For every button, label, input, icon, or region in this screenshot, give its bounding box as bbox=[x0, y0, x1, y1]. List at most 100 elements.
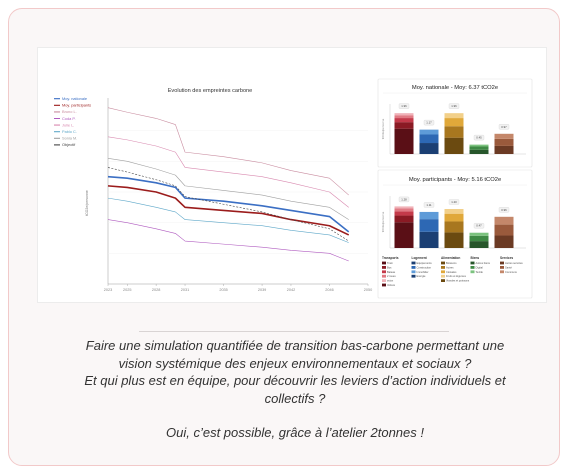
category-legend-item: Fruits et légumes bbox=[446, 274, 467, 278]
bar-segment bbox=[394, 115, 414, 119]
bar-value-label: 0.97 bbox=[501, 125, 507, 129]
category-legend-item: Digital bbox=[476, 265, 484, 269]
bar-value-label: 0.47 bbox=[476, 224, 482, 228]
series-line-pablo-c bbox=[107, 197, 349, 243]
legend-label: Moy. participants bbox=[62, 103, 91, 108]
bar-value-label: 1.96 bbox=[401, 104, 407, 108]
category-legend-item: Autres bbox=[446, 265, 454, 269]
category-legend-swatch bbox=[411, 261, 416, 265]
participants-panel-title: Moy. participants - Moy: 5.16 tCO2e bbox=[409, 177, 501, 183]
x-tick-label: 2031 bbox=[181, 288, 189, 292]
category-legend-item: Bateau bbox=[387, 270, 396, 274]
bar-segment bbox=[444, 113, 464, 119]
bar-segment bbox=[419, 134, 439, 144]
legend-label: Bruno L. bbox=[62, 109, 77, 114]
series-line-sonia-m bbox=[107, 157, 349, 220]
bar-segment bbox=[444, 137, 464, 154]
category-legend-item: Viandes et poissons bbox=[446, 279, 470, 283]
bar-value-badge bbox=[398, 103, 410, 109]
x-tick-label: 2046 bbox=[325, 288, 333, 292]
category-legend-item: Train bbox=[387, 261, 393, 265]
national-panel-title: Moy. nationale - Moy: 6.37 tCO2e bbox=[412, 85, 498, 91]
line-chart-title: Evolution des empreintes carbone bbox=[168, 88, 253, 94]
dashboard-screenshot: Evolution des empreintes carbone tCO2e/p… bbox=[37, 47, 547, 303]
category-legend-swatch bbox=[382, 283, 386, 287]
category-legend-swatch bbox=[382, 270, 386, 274]
category-legend-item: Energie bbox=[417, 274, 426, 278]
category-legend-item: Construction bbox=[417, 265, 432, 269]
caption-line-4: collectifs ? bbox=[264, 390, 326, 406]
category-legend-swatch bbox=[411, 266, 416, 269]
bar-segment bbox=[394, 128, 414, 154]
bar-value-badge bbox=[473, 223, 485, 229]
participants-panel: Moy. participants - Moy: 5.16 tCO2e tCO2… bbox=[377, 169, 533, 299]
category-legend-item: Céréales bbox=[446, 270, 457, 274]
bar-segment bbox=[494, 235, 514, 248]
category-legend-item: Communs bbox=[505, 270, 518, 274]
category-legend-swatch bbox=[441, 274, 445, 278]
bar-segment bbox=[394, 211, 414, 216]
x-tick-label: 2023 bbox=[104, 288, 112, 292]
category-legend-swatch bbox=[470, 270, 475, 274]
bar-segment bbox=[394, 122, 414, 129]
bar-value-label: 1.17 bbox=[426, 121, 432, 125]
bar-value-badge bbox=[448, 103, 460, 109]
category-legend-swatch bbox=[470, 261, 475, 265]
bar-segment bbox=[419, 143, 439, 154]
category-legend-item: Autres services bbox=[505, 261, 523, 265]
bar-segment bbox=[419, 219, 439, 232]
bar-value-badge bbox=[423, 202, 435, 208]
category-legend-title: Logement bbox=[412, 256, 428, 260]
legend-label: Sonia M. bbox=[62, 136, 77, 141]
category-legend-item: Bus bbox=[387, 265, 392, 269]
caption-line-5: Oui, c’est possible, grâce à l’atelier 2… bbox=[166, 425, 424, 440]
category-legend-swatch bbox=[500, 270, 504, 274]
category-legend-item: Santé bbox=[505, 265, 512, 269]
bar-value-label: 0.96 bbox=[501, 208, 507, 212]
bar-segment bbox=[444, 126, 464, 138]
bar-segment bbox=[444, 118, 464, 127]
category-legend-item: 2 roues bbox=[387, 274, 396, 278]
category-legend-swatch bbox=[382, 279, 386, 282]
legend-label: Julie L. bbox=[62, 122, 74, 127]
bar-ylabel: tCO2e/personne bbox=[381, 211, 385, 232]
bar-segment bbox=[394, 113, 414, 116]
line-chart: Evolution des empreintes carbone tCO2e/p… bbox=[54, 88, 372, 292]
series-line-objectif bbox=[107, 167, 349, 242]
legend-label: Coda P. bbox=[62, 116, 76, 121]
category-legend-swatch bbox=[500, 266, 504, 269]
category-legend-swatch bbox=[500, 261, 504, 265]
category-legend-item: Autres biens bbox=[476, 261, 491, 265]
caption-line-2: vision systémique des enjeux environneme… bbox=[118, 355, 472, 371]
x-tick-label: 2035 bbox=[219, 288, 227, 292]
bar-segment bbox=[419, 231, 439, 248]
bar-segment bbox=[419, 211, 439, 220]
bar-segment bbox=[494, 224, 514, 236]
bar-value-badge bbox=[448, 199, 460, 205]
bar-value-label: 1.28 bbox=[401, 197, 407, 201]
category-legend-swatch bbox=[382, 274, 386, 278]
bar-value-label: 1.96 bbox=[451, 104, 457, 108]
bar-segment bbox=[444, 209, 464, 214]
category-legend-swatch bbox=[411, 274, 416, 278]
caption-line-1: Faire une simulation quantifiée de trans… bbox=[85, 338, 505, 353]
category-legend-item: Immobilier bbox=[417, 270, 429, 274]
category-legend-title: Transports bbox=[382, 256, 399, 260]
x-tick-label: 2050 bbox=[364, 288, 372, 292]
caption-line-3: Et qui plus est en équipe, pour découvri… bbox=[84, 373, 506, 388]
category-legend-swatch bbox=[441, 261, 445, 265]
bar-value-label: 0.45 bbox=[476, 136, 482, 140]
legend-label: Pablo C. bbox=[62, 129, 77, 134]
x-tick-label: 2028 bbox=[152, 288, 160, 292]
bar-value-badge bbox=[398, 196, 410, 203]
legend-label: Objectif bbox=[62, 142, 76, 147]
category-legend-swatch bbox=[441, 266, 445, 269]
category-legend-swatch bbox=[441, 270, 445, 274]
bar-value-badge bbox=[423, 119, 435, 126]
bar-segment bbox=[394, 118, 414, 123]
line-chart-ylabel: tCO2e/personne bbox=[85, 190, 89, 216]
category-legend-swatch bbox=[382, 266, 386, 269]
series-line-moy-nationale bbox=[107, 175, 350, 233]
x-tick-label: 2025 bbox=[123, 288, 131, 292]
category-legend-item: Voiture bbox=[387, 283, 396, 287]
